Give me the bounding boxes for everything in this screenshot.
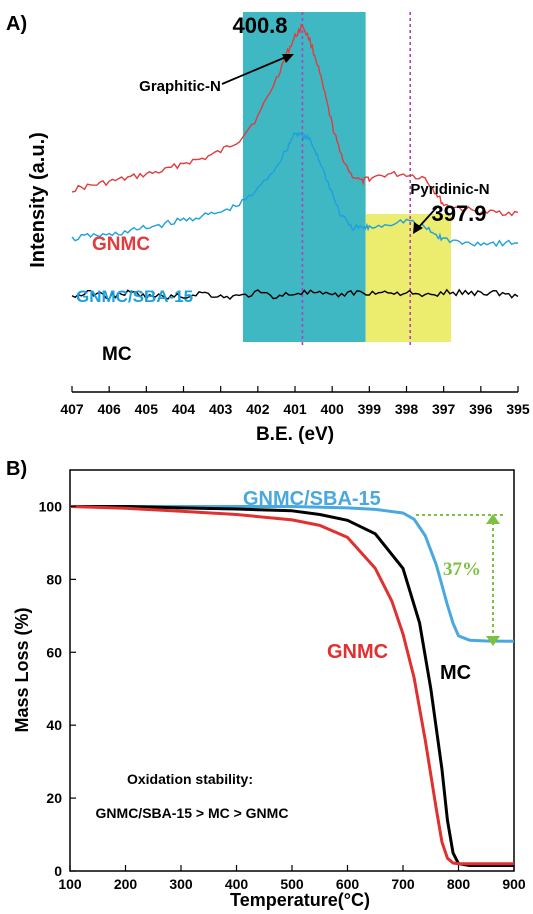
x-tick-label-405: 405 [135, 401, 159, 417]
series-label-gnmc-b: GNMC [327, 641, 388, 663]
drop-arrowhead-down [486, 636, 500, 646]
series-label-gnmc-sba15-b: GNMC/SBA-15 [243, 488, 381, 510]
panel-b-y-ticks: 0 20 40 60 80 100 [39, 498, 76, 879]
series-line-gnmc-sba-15 [71, 131, 519, 248]
x-tick-label-395: 395 [506, 401, 530, 417]
panel-a-label: A) [6, 13, 27, 35]
series-label-gnmc-sba15: GNMC/SBA-15 [76, 287, 193, 306]
annotation-400-8: 400.8 [232, 13, 287, 38]
x-tick-label-402: 402 [246, 401, 270, 417]
series-line-gnmc [71, 23, 519, 217]
x-tick-label-406: 406 [97, 401, 121, 417]
annotation-37-percent: 37% [443, 559, 481, 580]
x-tick-label-397: 397 [432, 401, 456, 417]
b-x-tick-label-900: 900 [502, 876, 526, 892]
highlight-region-2 [365, 214, 452, 342]
panel-a-ylabel: Intensity (a.u.) [27, 132, 49, 268]
series-label-mc-b: MC [440, 662, 471, 684]
b-y-tick-label-60: 60 [46, 644, 62, 660]
tga-series [69, 505, 515, 867]
b-x-tick-label-400: 400 [225, 876, 249, 892]
series-label-mc: MC [102, 344, 132, 365]
b-x-tick-label-500: 500 [280, 876, 304, 892]
annotation-397-9: 397.9 [431, 201, 486, 226]
graphitic-arrow [221, 56, 287, 85]
panel-a-x-ticks: 407 406 405 404 403 402 401 400 399 398 397 396 395 [60, 386, 530, 417]
series-line-mc [71, 288, 519, 301]
tga-line-gnmc [69, 505, 514, 866]
x-tick-label-407: 407 [60, 401, 84, 417]
annotation-oxidation-title: Oxidation stability: [127, 771, 253, 787]
b-y-tick-label-20: 20 [46, 790, 62, 806]
b-x-tick-label-600: 600 [336, 876, 360, 892]
b-y-tick-label-100: 100 [39, 498, 63, 514]
b-x-tick-label-300: 300 [169, 876, 193, 892]
reference-lines [301, 12, 412, 345]
pyridinic-arrowhead [413, 222, 423, 234]
x-tick-label-398: 398 [395, 401, 419, 417]
b-x-tick-label-100: 100 [58, 876, 82, 892]
x-tick-label-396: 396 [469, 401, 493, 417]
b-x-tick-label-800: 800 [447, 876, 471, 892]
b-y-tick-label-80: 80 [46, 571, 62, 587]
xps-series [71, 23, 519, 301]
x-tick-label-399: 399 [358, 401, 382, 417]
tga-line-gnmc-sba-15 [70, 505, 515, 643]
drop-arrowhead-up [486, 514, 500, 524]
panel-a-xlabel: B.E. (eV) [256, 424, 334, 445]
x-tick-label-400: 400 [320, 401, 344, 417]
annotation-oxidation-order: GNMC/SBA-15 > MC > GNMC [96, 805, 289, 821]
x-tick-label-404: 404 [172, 401, 196, 417]
b-y-tick-label-0: 0 [54, 863, 62, 879]
x-tick-label-401: 401 [283, 401, 307, 417]
b-x-tick-label-700: 700 [391, 876, 415, 892]
panel-b-label: B) [6, 458, 27, 480]
pyridinic-arrow [417, 205, 439, 229]
series-label-gnmc: GNMC [92, 234, 150, 255]
annotation-pyridinic-n: Pyridinic-N [410, 181, 489, 198]
panel-b-xlabel: Temperature(°C) [230, 890, 370, 910]
x-tick-label-403: 403 [209, 401, 233, 417]
graphitic-arrowhead [282, 54, 294, 63]
b-x-tick-label-200: 200 [114, 876, 138, 892]
panel-b: B) 100 200 300 400 500 600 700 800 900 0 20 40 60 80… [6, 458, 526, 910]
panel-a: A) 407 406 405 404 403 402 401 400 399 398 397 396 3… [6, 12, 530, 445]
annotation-graphitic-n: Graphitic-N [139, 78, 221, 95]
b-y-tick-label-40: 40 [46, 717, 62, 733]
panel-b-ylabel: Mass Loss (%) [12, 607, 32, 732]
panel-b-x-ticks: 100 200 300 400 500 600 700 800 900 [58, 865, 526, 892]
